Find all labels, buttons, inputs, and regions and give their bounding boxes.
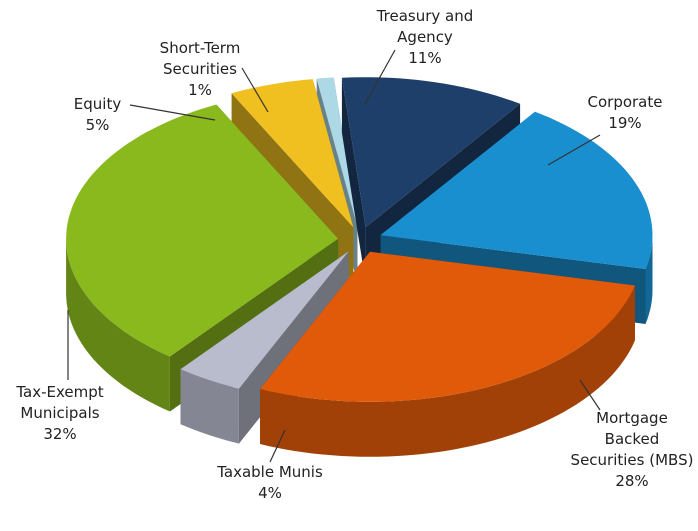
slice-label: Taxable Munis 4% <box>205 462 335 504</box>
slice <box>260 251 635 402</box>
category-label: Equity <box>73 95 122 113</box>
value-label: 19% <box>608 114 642 132</box>
value-label: 1% <box>188 81 212 99</box>
leader-line <box>241 67 269 113</box>
slice-side <box>260 285 635 457</box>
value-label: 11% <box>408 49 442 67</box>
slice <box>180 251 349 389</box>
category-label: Short-Term Securities <box>159 39 241 78</box>
value-label: 32% <box>43 425 77 443</box>
leader-line <box>364 49 396 105</box>
leader-line <box>269 429 286 463</box>
slice-label: Short-Term Securities 1% <box>150 38 250 101</box>
category-label: Treasury and Agency <box>376 7 474 46</box>
value-label: 5% <box>85 116 110 134</box>
category-label: Taxable Munis <box>217 463 323 481</box>
slice-label: Corporate 19% <box>570 92 680 134</box>
category-label: Tax-Exempt Municipals <box>16 383 104 422</box>
slice <box>231 79 354 228</box>
slice-side <box>645 235 653 324</box>
leader-line <box>579 379 601 411</box>
category-label: Corporate <box>587 93 663 111</box>
leader-line <box>129 104 216 121</box>
slice-side <box>180 369 239 444</box>
slice-label: Mortgage Backed Securities (MBS) 28% <box>568 408 696 492</box>
leader-line <box>547 134 601 166</box>
slice <box>66 104 339 357</box>
category-label: Mortgage Backed Securities (MBS) <box>570 409 694 469</box>
value-label: 28% <box>615 472 649 490</box>
slice <box>316 77 358 227</box>
slice-label: Tax-Exempt Municipals 32% <box>5 382 115 445</box>
slice-label: Treasury and Agency 11% <box>365 6 485 69</box>
slice-label: Equity 5% <box>50 94 145 136</box>
slice-face <box>341 77 366 283</box>
value-label: 4% <box>258 484 282 502</box>
slice <box>380 111 653 269</box>
slice-side <box>66 238 170 412</box>
slice <box>341 77 521 228</box>
